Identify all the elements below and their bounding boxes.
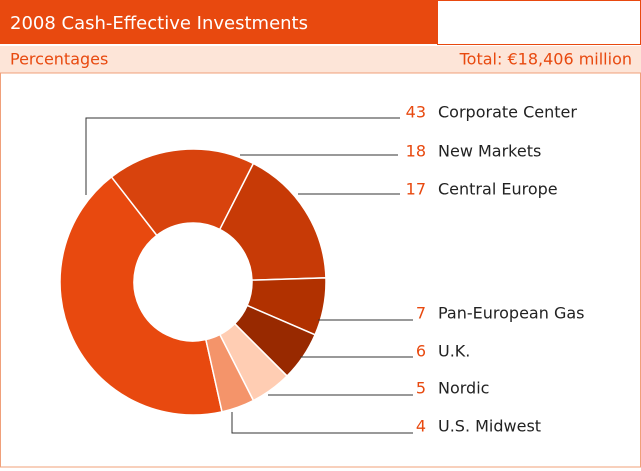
value-label: 43 bbox=[406, 103, 426, 122]
category-label: Nordic bbox=[438, 379, 489, 398]
donut-slice bbox=[110, 148, 255, 237]
category-label: Central Europe bbox=[438, 180, 558, 199]
value-label: 5 bbox=[416, 379, 426, 398]
category-label: U.K. bbox=[438, 342, 470, 361]
value-label: 4 bbox=[416, 417, 426, 436]
chart-title: 2008 Cash-Effective Investments bbox=[10, 13, 308, 34]
total-annotation: Total: €18,406 million bbox=[459, 50, 632, 69]
subtitle-bar bbox=[0, 46, 641, 73]
donut-slice bbox=[204, 333, 255, 413]
leader-line bbox=[85, 117, 400, 195]
category-label: Corporate Center bbox=[438, 103, 577, 122]
value-label: 17 bbox=[406, 180, 426, 199]
category-label: U.S. Midwest bbox=[438, 417, 541, 436]
value-label: 7 bbox=[416, 304, 426, 323]
donut-slice bbox=[59, 175, 223, 416]
category-label: Pan-European Gas bbox=[438, 304, 584, 323]
value-label: 18 bbox=[406, 142, 426, 161]
donut-slice bbox=[218, 162, 327, 281]
title-bar-right bbox=[437, 0, 641, 45]
title-bar bbox=[0, 0, 437, 44]
chart-subtitle: Percentages bbox=[10, 50, 108, 69]
category-label: New Markets bbox=[438, 142, 541, 161]
leader-line bbox=[231, 412, 413, 434]
value-label: 6 bbox=[416, 342, 426, 361]
